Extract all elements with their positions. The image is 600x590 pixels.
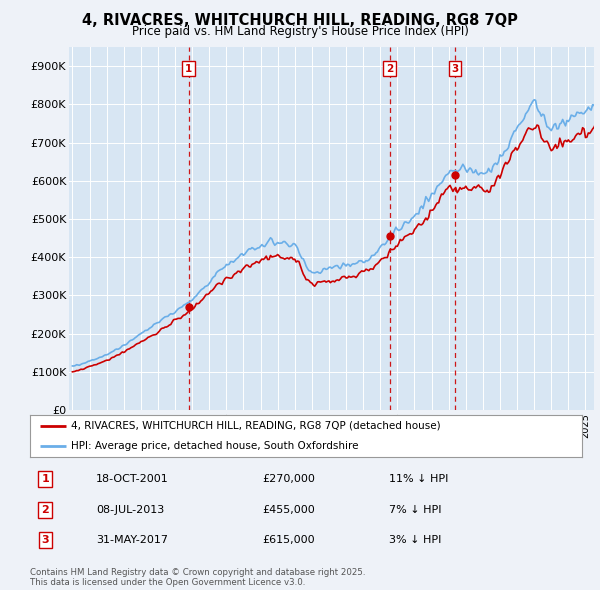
Text: 4, RIVACRES, WHITCHURCH HILL, READING, RG8 7QP: 4, RIVACRES, WHITCHURCH HILL, READING, R… [82,13,518,28]
Text: 2: 2 [41,505,49,514]
Text: 4, RIVACRES, WHITCHURCH HILL, READING, RG8 7QP (detached house): 4, RIVACRES, WHITCHURCH HILL, READING, R… [71,421,441,431]
Text: 11% ↓ HPI: 11% ↓ HPI [389,474,448,484]
Text: 7% ↓ HPI: 7% ↓ HPI [389,505,442,514]
Text: Contains HM Land Registry data © Crown copyright and database right 2025.
This d: Contains HM Land Registry data © Crown c… [30,568,365,587]
Text: 31-MAY-2017: 31-MAY-2017 [96,535,168,545]
Text: 3: 3 [41,535,49,545]
Text: 1: 1 [41,474,49,484]
Text: 1: 1 [185,64,192,74]
Text: £615,000: £615,000 [262,535,314,545]
Text: 08-JUL-2013: 08-JUL-2013 [96,505,164,514]
Text: £455,000: £455,000 [262,505,314,514]
Text: 3% ↓ HPI: 3% ↓ HPI [389,535,441,545]
Text: £270,000: £270,000 [262,474,315,484]
Text: Price paid vs. HM Land Registry's House Price Index (HPI): Price paid vs. HM Land Registry's House … [131,25,469,38]
Text: 2: 2 [386,64,393,74]
Text: 3: 3 [451,64,458,74]
Text: HPI: Average price, detached house, South Oxfordshire: HPI: Average price, detached house, Sout… [71,441,359,451]
Text: 18-OCT-2001: 18-OCT-2001 [96,474,169,484]
